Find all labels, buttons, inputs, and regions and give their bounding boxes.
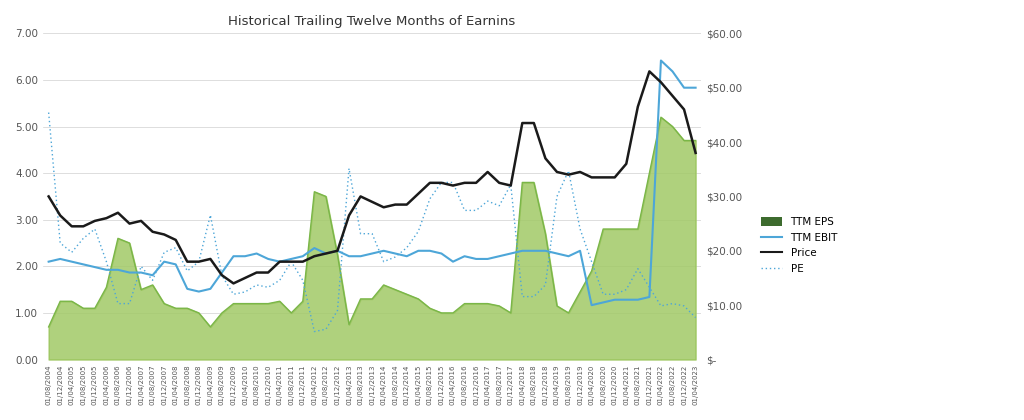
- Title: Historical Trailing Twelve Months of Earnins: Historical Trailing Twelve Months of Ear…: [228, 15, 516, 28]
- Legend: TTM EPS, TTM EBIT, Price, PE: TTM EPS, TTM EBIT, Price, PE: [758, 214, 841, 277]
